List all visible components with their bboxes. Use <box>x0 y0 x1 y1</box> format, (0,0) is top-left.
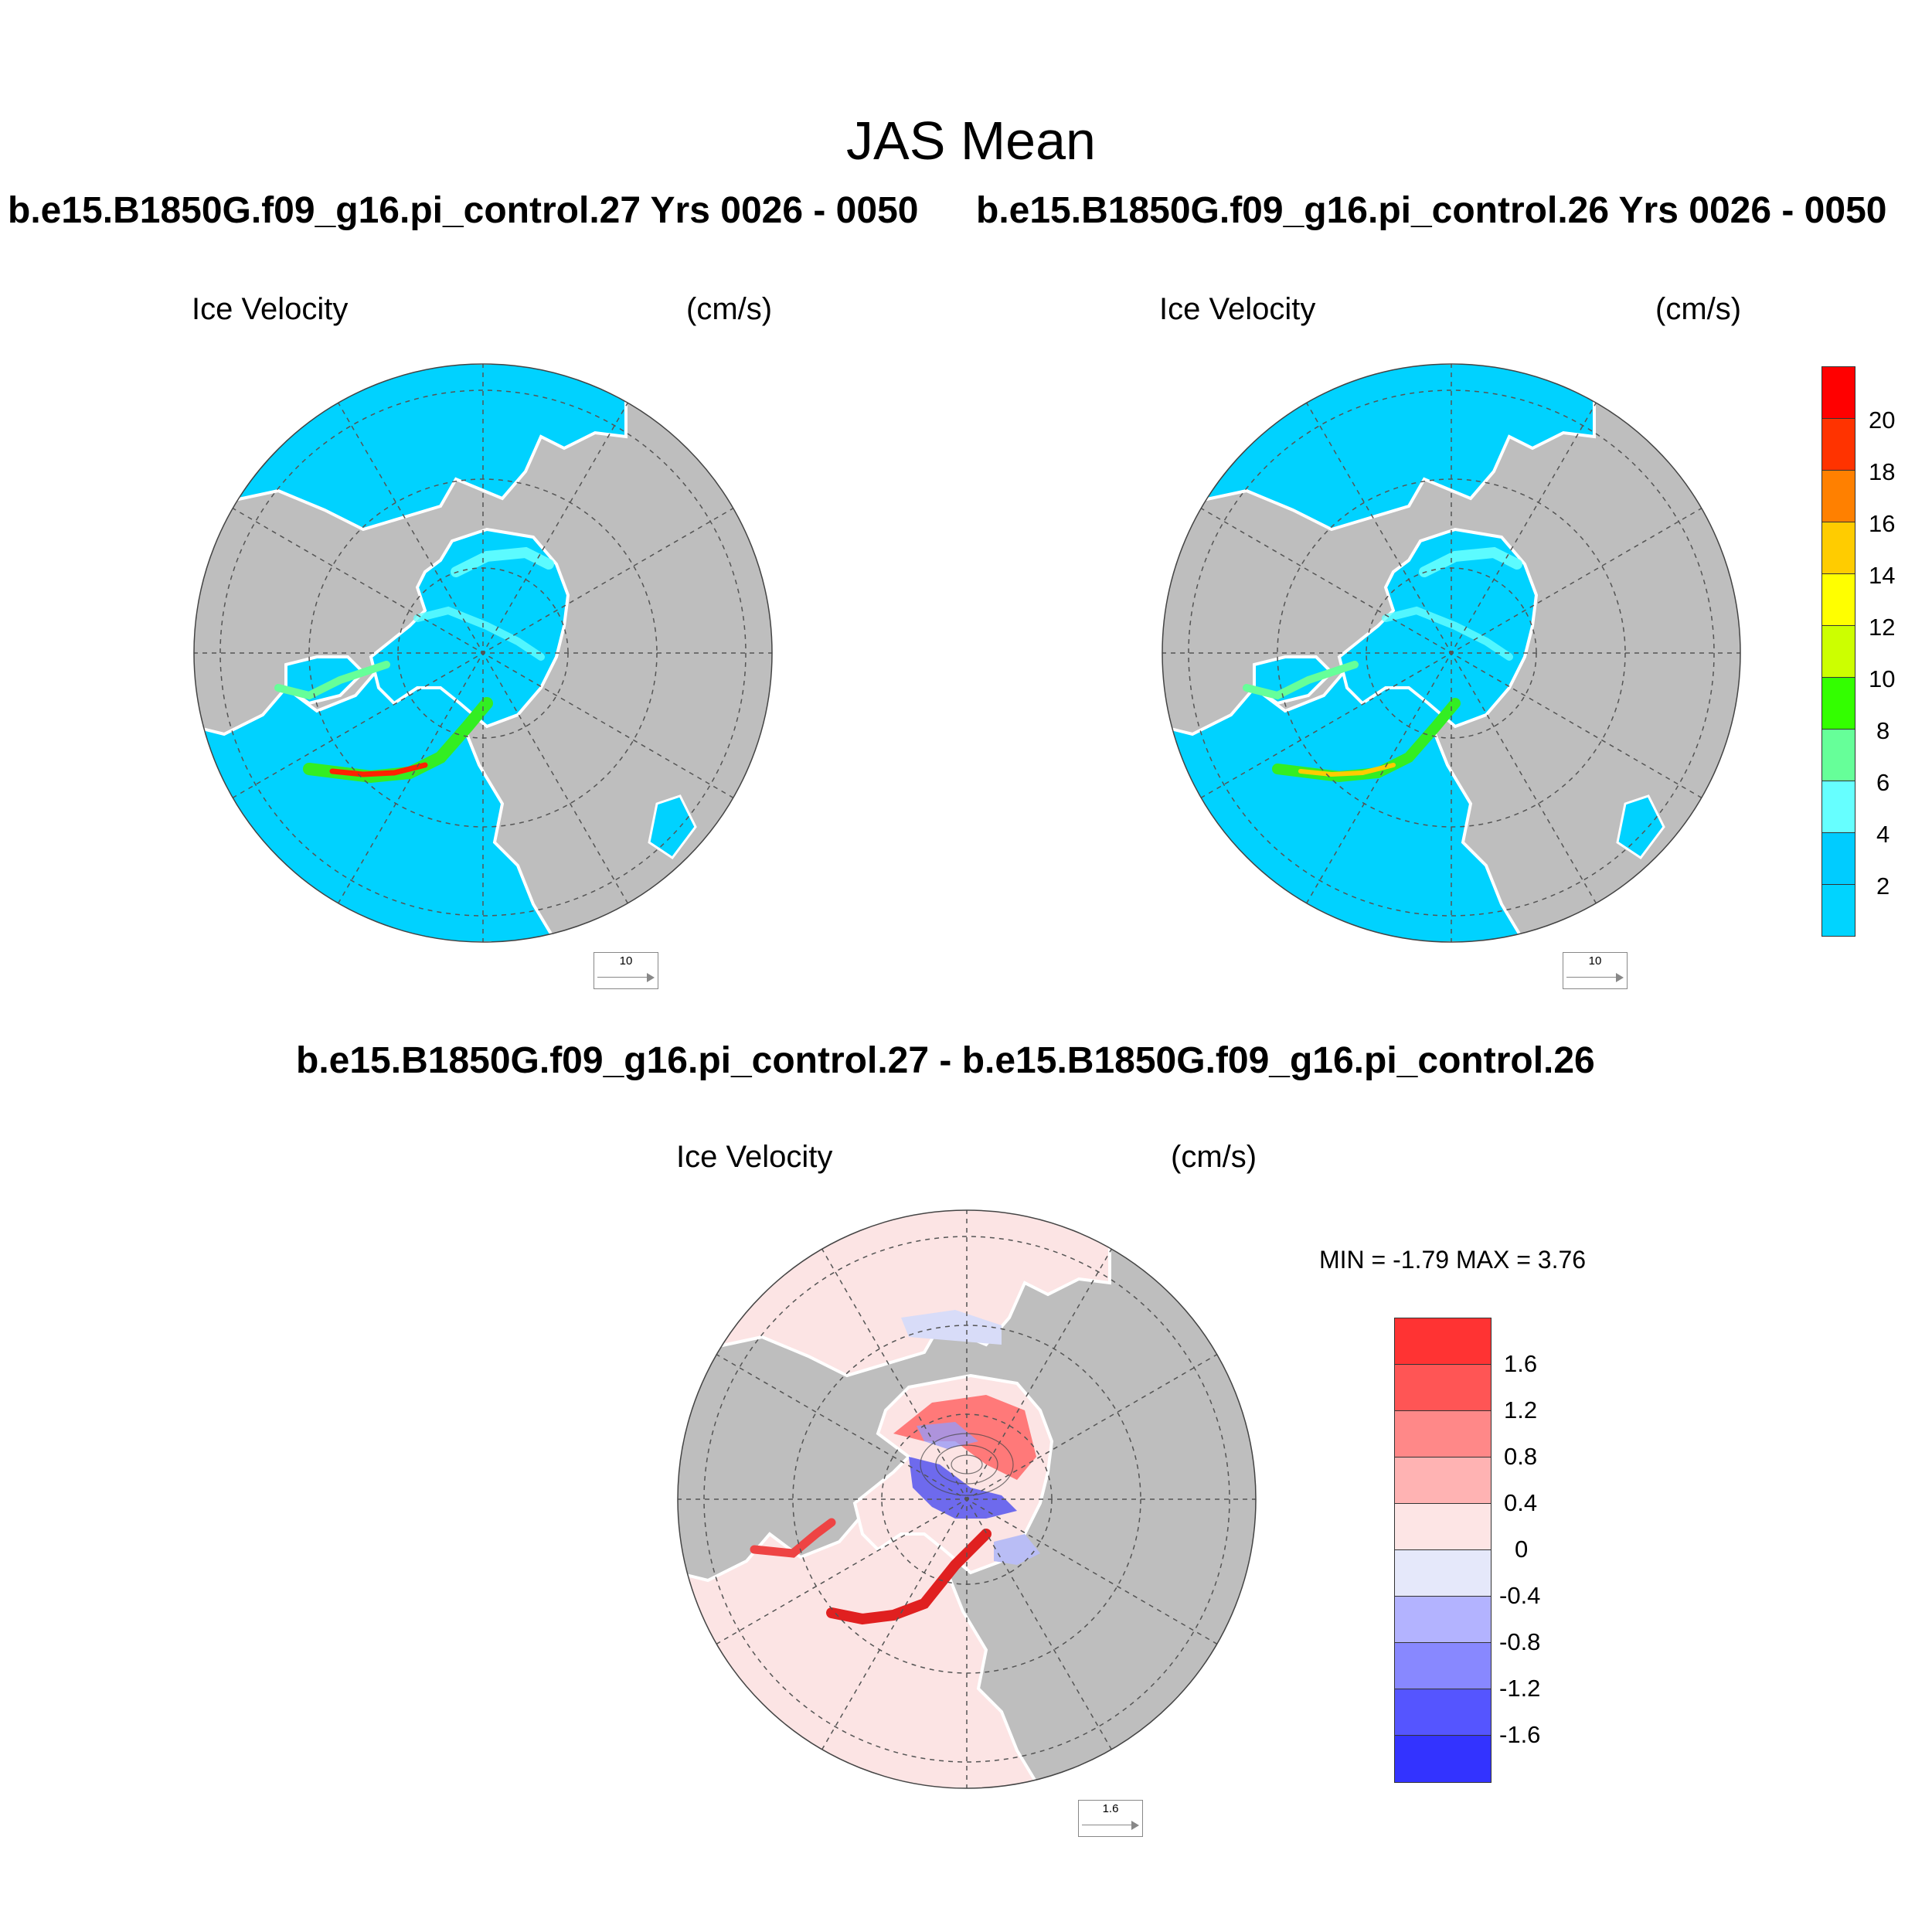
colorbar-box <box>1395 1689 1491 1736</box>
colorbar-tick: 2 <box>1876 872 1890 900</box>
colorbar-box <box>1822 522 1855 574</box>
colorbar-tick: 14 <box>1869 562 1896 589</box>
colorbar-tick: 1.2 <box>1504 1396 1538 1423</box>
colorbar-tick: 0 <box>1515 1536 1529 1563</box>
colorbar-box <box>1822 833 1855 885</box>
panel1-reference-vector: 10 <box>594 952 658 989</box>
latitude-circle-60 <box>1188 389 1715 917</box>
colorbar-tick: 10 <box>1869 665 1896 692</box>
colorbar-tick: 12 <box>1869 614 1896 641</box>
colorbar-box <box>1822 885 1855 936</box>
colorbar-box <box>1822 471 1855 522</box>
meridian-120 <box>1199 507 1703 799</box>
colorbar-box <box>1395 1411 1491 1458</box>
colorbar-box <box>1395 1318 1491 1365</box>
colorbar-box <box>1395 1504 1491 1550</box>
panel2-reference-vector: 10 <box>1563 952 1628 989</box>
colorbar-velocity <box>1821 366 1855 937</box>
panel2-right-label: (cm/s) <box>1655 292 1742 326</box>
colorbar-box <box>1822 730 1855 781</box>
colorbar-box <box>1822 781 1855 833</box>
reference-vector-arrowhead <box>1616 973 1624 982</box>
colorbar-tick: -1.2 <box>1499 1675 1541 1702</box>
map-panel2 <box>1162 363 1741 943</box>
reference-vector-arrowhead <box>647 973 655 982</box>
colorbar-tick: 0.8 <box>1504 1443 1538 1470</box>
colorbar-box <box>1822 419 1855 471</box>
reference-vector-label: 1.6 <box>1102 1802 1119 1815</box>
arctic-ocean <box>369 527 570 729</box>
greenland-east-stream-core <box>329 762 428 777</box>
greenland-east-stream-core <box>1298 763 1396 777</box>
transpolar-stream <box>413 606 545 661</box>
colorbar-tick: 8 <box>1876 717 1890 744</box>
main-title: JAS Mean <box>846 111 1096 171</box>
panel1-case-title: b.e15.B1850G.f09_g16.pi_control.27 Yrs 0… <box>8 190 919 231</box>
beaufort-stream <box>1419 546 1522 577</box>
colorbar-tick: -0.4 <box>1499 1582 1541 1609</box>
colorbar-box <box>1822 626 1855 678</box>
colorbar-difference <box>1394 1318 1492 1783</box>
reference-vector-label: 10 <box>1588 954 1602 968</box>
meridian-120 <box>715 1353 1219 1645</box>
map-border <box>193 363 773 943</box>
colorbar-box <box>1822 678 1855 730</box>
meridian-120 <box>231 507 735 799</box>
panel3-right-label: (cm/s) <box>1171 1140 1257 1174</box>
reference-vector-arrowhead <box>1131 1821 1139 1830</box>
greenland-east-positive-anomaly <box>826 1529 992 1625</box>
colorbar-tick: 20 <box>1869 406 1896 434</box>
panel2-case-title: b.e15.B1850G.f09_g16.pi_control.26 Yrs 0… <box>976 190 1887 231</box>
baffin-positive-anomaly <box>750 1518 836 1558</box>
map-border <box>677 1209 1257 1789</box>
latitude-circle-60 <box>703 1236 1230 1763</box>
colorbar-box <box>1395 1736 1491 1782</box>
canadian-negative-anomaly <box>917 1422 978 1449</box>
baltic-sea <box>1616 794 1665 860</box>
reference-vector-line <box>1566 977 1619 978</box>
colorbar-tick: 18 <box>1869 458 1896 485</box>
baffin-stream <box>1243 661 1359 700</box>
reference-vector-line <box>597 977 650 978</box>
colorbar-box <box>1822 367 1855 419</box>
transpolar-stream <box>1382 606 1513 661</box>
panel3-reference-vector: 1.6 <box>1078 1800 1143 1837</box>
colorbar-box <box>1395 1365 1491 1411</box>
colorbar-box <box>1822 574 1855 626</box>
colorbar-tick: 6 <box>1876 769 1890 796</box>
chukchi-negative-anomaly <box>901 1310 1002 1345</box>
map-panel3-difference <box>677 1209 1257 1789</box>
arctic-ocean <box>1337 527 1539 729</box>
panel3-case-title: b.e15.B1850G.f09_g16.pi_control.27 - b.e… <box>296 1040 1595 1081</box>
map-panel1 <box>193 363 773 943</box>
panel1-right-label: (cm/s) <box>686 292 773 326</box>
baffin-stream <box>274 661 390 700</box>
colorbar-box <box>1395 1550 1491 1597</box>
panel3-left-label: Ice Velocity <box>676 1140 833 1174</box>
colorbar-tick: 4 <box>1876 821 1890 848</box>
minmax-label: MIN = -1.79 MAX = 3.76 <box>1319 1246 1587 1274</box>
colorbar-box <box>1395 1597 1491 1643</box>
kara-negative-anomaly <box>994 1534 1040 1565</box>
panel2-left-label: Ice Velocity <box>1159 292 1316 326</box>
beaufort-stream <box>451 546 554 577</box>
colorbar-box <box>1395 1643 1491 1689</box>
colorbar-tick: -0.8 <box>1499 1628 1541 1655</box>
reference-vector-label: 10 <box>619 954 633 968</box>
baltic-sea <box>648 794 697 860</box>
transpolar-negative-anomaly <box>909 1457 1017 1519</box>
colorbar-tick: 1.6 <box>1504 1350 1538 1377</box>
colorbar-tick: 0.4 <box>1504 1489 1538 1516</box>
colorbar-box <box>1395 1458 1491 1504</box>
panel1-left-label: Ice Velocity <box>192 292 349 326</box>
map-border <box>1162 363 1741 943</box>
latitude-circle-60 <box>219 389 747 917</box>
colorbar-tick: 16 <box>1869 510 1896 537</box>
colorbar-tick: -1.6 <box>1499 1721 1541 1748</box>
